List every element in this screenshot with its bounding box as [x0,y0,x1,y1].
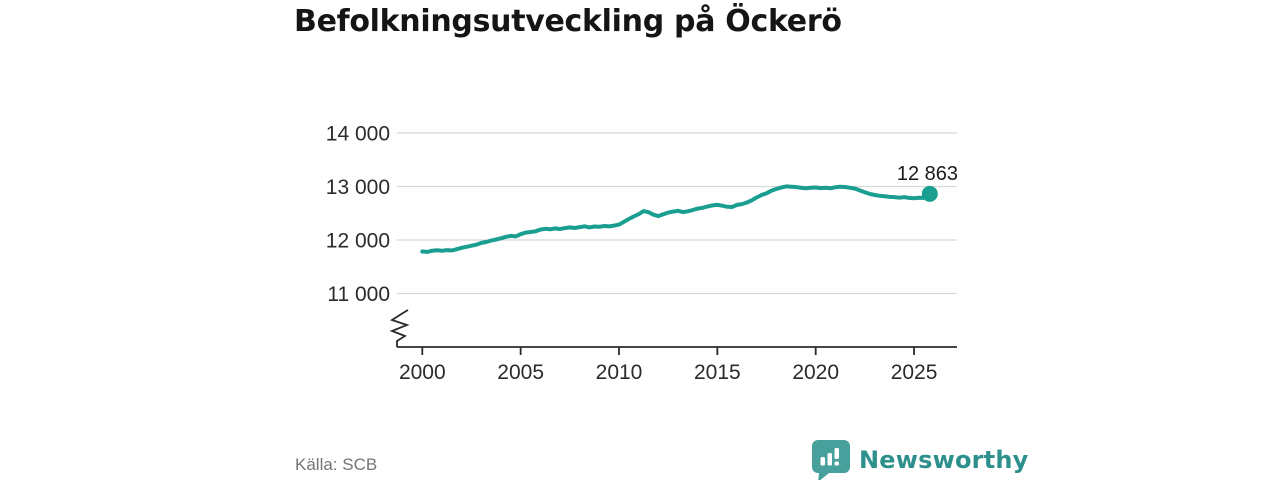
x-tick-label: 2020 [792,361,839,384]
population-line [420,184,932,254]
y-tick-label: 14 000 [326,123,390,146]
newsworthy-logo-icon [812,440,850,480]
x-tick-label: 2010 [596,361,643,384]
x-tick-label: 2000 [399,361,446,384]
bar-chart-glyph [820,448,839,466]
source-note: Källa: SCB [295,455,378,474]
y-tick-label: 13 000 [326,176,390,199]
newsworthy-wordmark: Newsworthy [859,446,1029,474]
x-tick-label: 2005 [497,361,544,384]
x-tick-label: 2025 [891,361,938,384]
last-point-dot [921,185,938,202]
x-tick-label: 2015 [694,361,741,384]
chart-title: Befolkningsutveckling på Öckerö [294,4,842,39]
last-point-label: 12 863 [897,163,958,185]
y-tick-label: 12 000 [326,230,390,253]
newsworthy-logo: Newsworthy [808,438,1029,480]
axis-break-icon [389,309,410,347]
y-tick-label: 11 000 [327,283,390,306]
